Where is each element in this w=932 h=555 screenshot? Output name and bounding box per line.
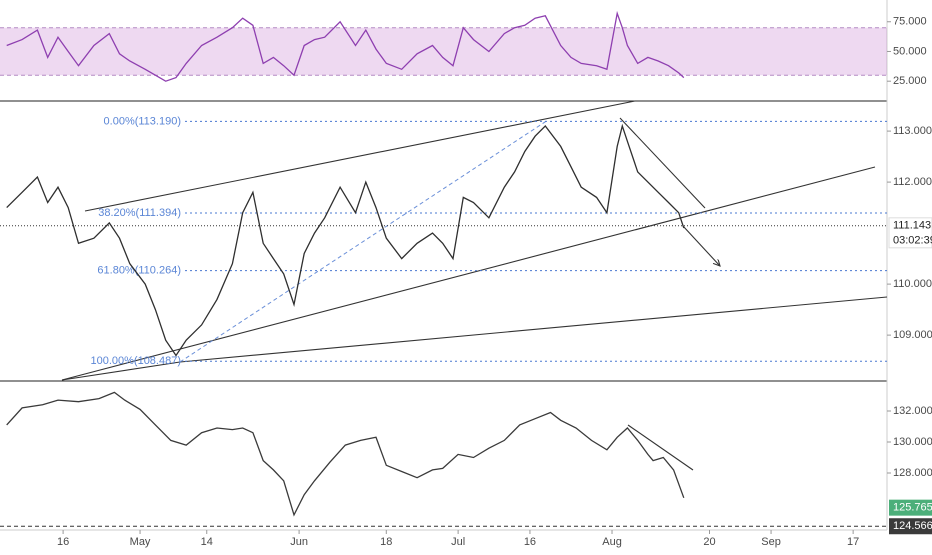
rsi-band — [0, 27, 887, 76]
y-tick-label: 25.000 — [893, 75, 927, 87]
price-tag — [888, 217, 932, 249]
y-tick-label: 110.000 — [893, 278, 932, 290]
x-tick-label: 20 — [703, 536, 715, 548]
series-group — [6, 123, 685, 357]
y-tick-label: 50.000 — [893, 45, 927, 57]
x-tick-label: 17 — [847, 536, 859, 548]
price-tag — [889, 518, 932, 535]
y-tick-label: 132.000 — [893, 405, 932, 417]
countdown: 03:02:39 — [893, 235, 932, 247]
x-tick-label: Jun — [290, 536, 308, 548]
x-tick-label: Sep — [761, 536, 781, 548]
x-tick-label: 14 — [201, 536, 213, 548]
x-tick-label: Aug — [602, 536, 622, 548]
fib-label: 38.20%(111.394) — [98, 207, 181, 219]
price-line — [6, 10, 685, 82]
fib-label: 100.00%(108.487) — [90, 355, 181, 367]
y-tick-label: 109.000 — [893, 329, 932, 341]
x-tick-label: Jul — [451, 536, 465, 548]
x-tick-label: May — [130, 536, 151, 548]
series-group — [6, 391, 685, 517]
price-tag-label: 124.566 — [893, 520, 932, 532]
y-tick-label: 113.000 — [893, 125, 932, 137]
x-tick-label: 18 — [380, 536, 392, 548]
fib-label: 61.80%(110.264) — [97, 265, 181, 277]
y-tick-label: 128.000 — [893, 467, 932, 479]
fib-label: 0.00%(113.190) — [104, 115, 181, 127]
price-line — [6, 391, 685, 517]
price-tag — [889, 499, 932, 516]
fib-anchor — [179, 119, 549, 363]
trendlines — [61, 100, 888, 471]
x-tick-label: 16 — [57, 536, 69, 548]
price-tag-label: 125.765 — [893, 502, 932, 514]
y-tick-label: 112.000 — [893, 176, 932, 188]
y-tick-label: 130.000 — [893, 436, 932, 448]
price-line — [6, 123, 685, 357]
x-tick-label: 16 — [524, 536, 536, 548]
y-tick-label: 75.000 — [893, 16, 927, 28]
price-tag-label: 111.143 — [893, 220, 931, 232]
series-group — [6, 10, 685, 82]
